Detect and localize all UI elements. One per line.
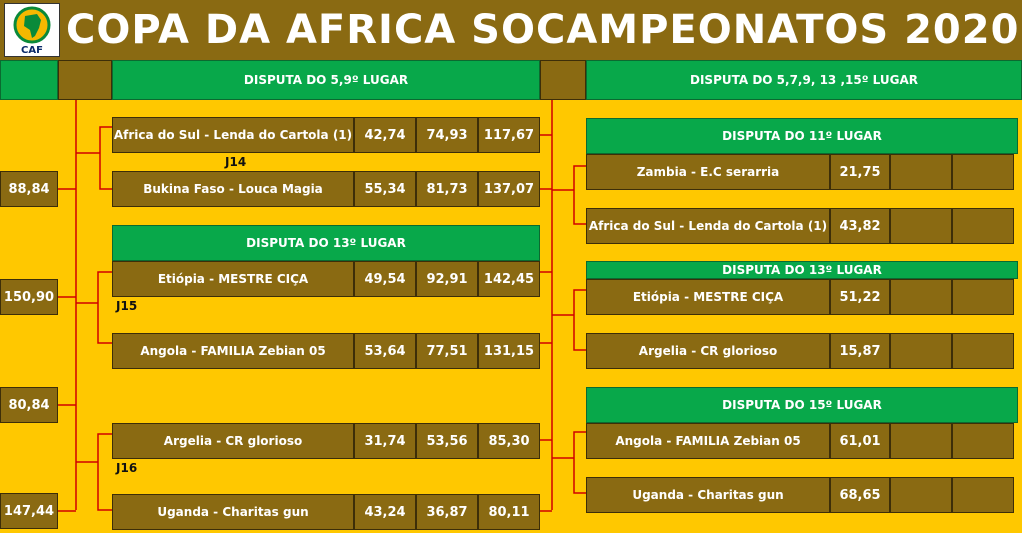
match-score: 81,73	[416, 171, 478, 207]
game-label: J14	[225, 155, 247, 169]
section-13-left-title: DISPUTA DO 13º LUGAR	[112, 225, 540, 261]
empty-score-cell	[952, 333, 1014, 369]
game-label: J15	[116, 299, 138, 313]
match-total: 80,11	[478, 494, 540, 530]
title-bar	[0, 0, 1022, 60]
empty-score-cell	[952, 208, 1014, 244]
match-team: Etiópia - MESTRE CIÇA	[586, 279, 830, 315]
match-score: 68,65	[830, 477, 890, 513]
logo-text: CAF	[21, 45, 43, 56]
match-team: Uganda - Charitas gun	[586, 477, 830, 513]
header-strip-cell	[540, 60, 586, 100]
match-team: Angola - FAMILIA Zebian 05	[112, 333, 354, 369]
match-team: Zambia - E.C serarria	[586, 154, 830, 190]
africa-logo-icon: CAF	[13, 6, 51, 56]
match-score: 92,91	[416, 261, 478, 297]
empty-score-cell	[952, 423, 1014, 459]
right-header-title: DISPUTA DO 5,7,9, 13 ,15º LUGAR	[586, 60, 1022, 100]
match-team: Uganda - Charitas gun	[112, 494, 354, 530]
match-team: Africa do Sul - Lenda do Cartola (1)	[112, 117, 354, 153]
match-score: 42,74	[354, 117, 416, 153]
header-strip-cell	[58, 60, 112, 100]
left-score: 147,44	[0, 493, 58, 529]
empty-score-cell	[890, 154, 952, 190]
match-score: 31,74	[354, 423, 416, 459]
match-team: Argelia - CR glorioso	[112, 423, 354, 459]
left-score: 80,84	[0, 387, 58, 423]
empty-score-cell	[890, 208, 952, 244]
game-label: J16	[116, 461, 138, 475]
empty-score-cell	[890, 423, 952, 459]
left-score: 88,84	[0, 171, 58, 207]
section-11-title: DISPUTA DO 11º LUGAR	[586, 118, 1018, 154]
match-total: 85,30	[478, 423, 540, 459]
bracket-line	[97, 271, 112, 344]
match-score: 21,75	[830, 154, 890, 190]
bracket-line	[573, 431, 586, 494]
match-score: 36,87	[416, 494, 478, 530]
empty-score-cell	[890, 333, 952, 369]
section-15-title: DISPUTA DO 15º LUGAR	[586, 387, 1018, 423]
match-score: 77,51	[416, 333, 478, 369]
header-strip-cell	[0, 60, 58, 100]
section-13-right-title: DISPUTA DO 13º LUGAR	[586, 261, 1018, 279]
match-score: 74,93	[416, 117, 478, 153]
match-team: Bukina Faso - Louca Magia	[112, 171, 354, 207]
left-score: 150,90	[0, 279, 58, 315]
empty-score-cell	[952, 154, 1014, 190]
caf-logo: CAF	[4, 3, 60, 57]
match-team: Argelia - CR glorioso	[586, 333, 830, 369]
match-total: 131,15	[478, 333, 540, 369]
empty-score-cell	[952, 477, 1014, 513]
match-score: 43,24	[354, 494, 416, 530]
match-team: Angola - FAMILIA Zebian 05	[586, 423, 830, 459]
match-score: 51,22	[830, 279, 890, 315]
bracket-line	[97, 433, 112, 511]
match-score: 53,64	[354, 333, 416, 369]
empty-score-cell	[890, 477, 952, 513]
match-score: 61,01	[830, 423, 890, 459]
empty-score-cell	[952, 279, 1014, 315]
match-score: 53,56	[416, 423, 478, 459]
page-title: COPA DA AFRICA SOCAMPEONATOS 2020	[66, 7, 1020, 53]
match-total: 142,45	[478, 261, 540, 297]
bracket-line	[99, 126, 112, 190]
match-score: 15,87	[830, 333, 890, 369]
empty-score-cell	[890, 279, 952, 315]
match-score: 49,54	[354, 261, 416, 297]
match-score: 43,82	[830, 208, 890, 244]
bracket-line	[573, 289, 586, 351]
match-total: 137,07	[478, 171, 540, 207]
section-5-9-title: DISPUTA DO 5,9º LUGAR	[112, 60, 540, 100]
bracket-line	[573, 165, 586, 225]
match-team: Etiópia - MESTRE CIÇA	[112, 261, 354, 297]
match-score: 55,34	[354, 171, 416, 207]
match-total: 117,67	[478, 117, 540, 153]
match-team: Africa do Sul - Lenda do Cartola (1)	[586, 208, 830, 244]
